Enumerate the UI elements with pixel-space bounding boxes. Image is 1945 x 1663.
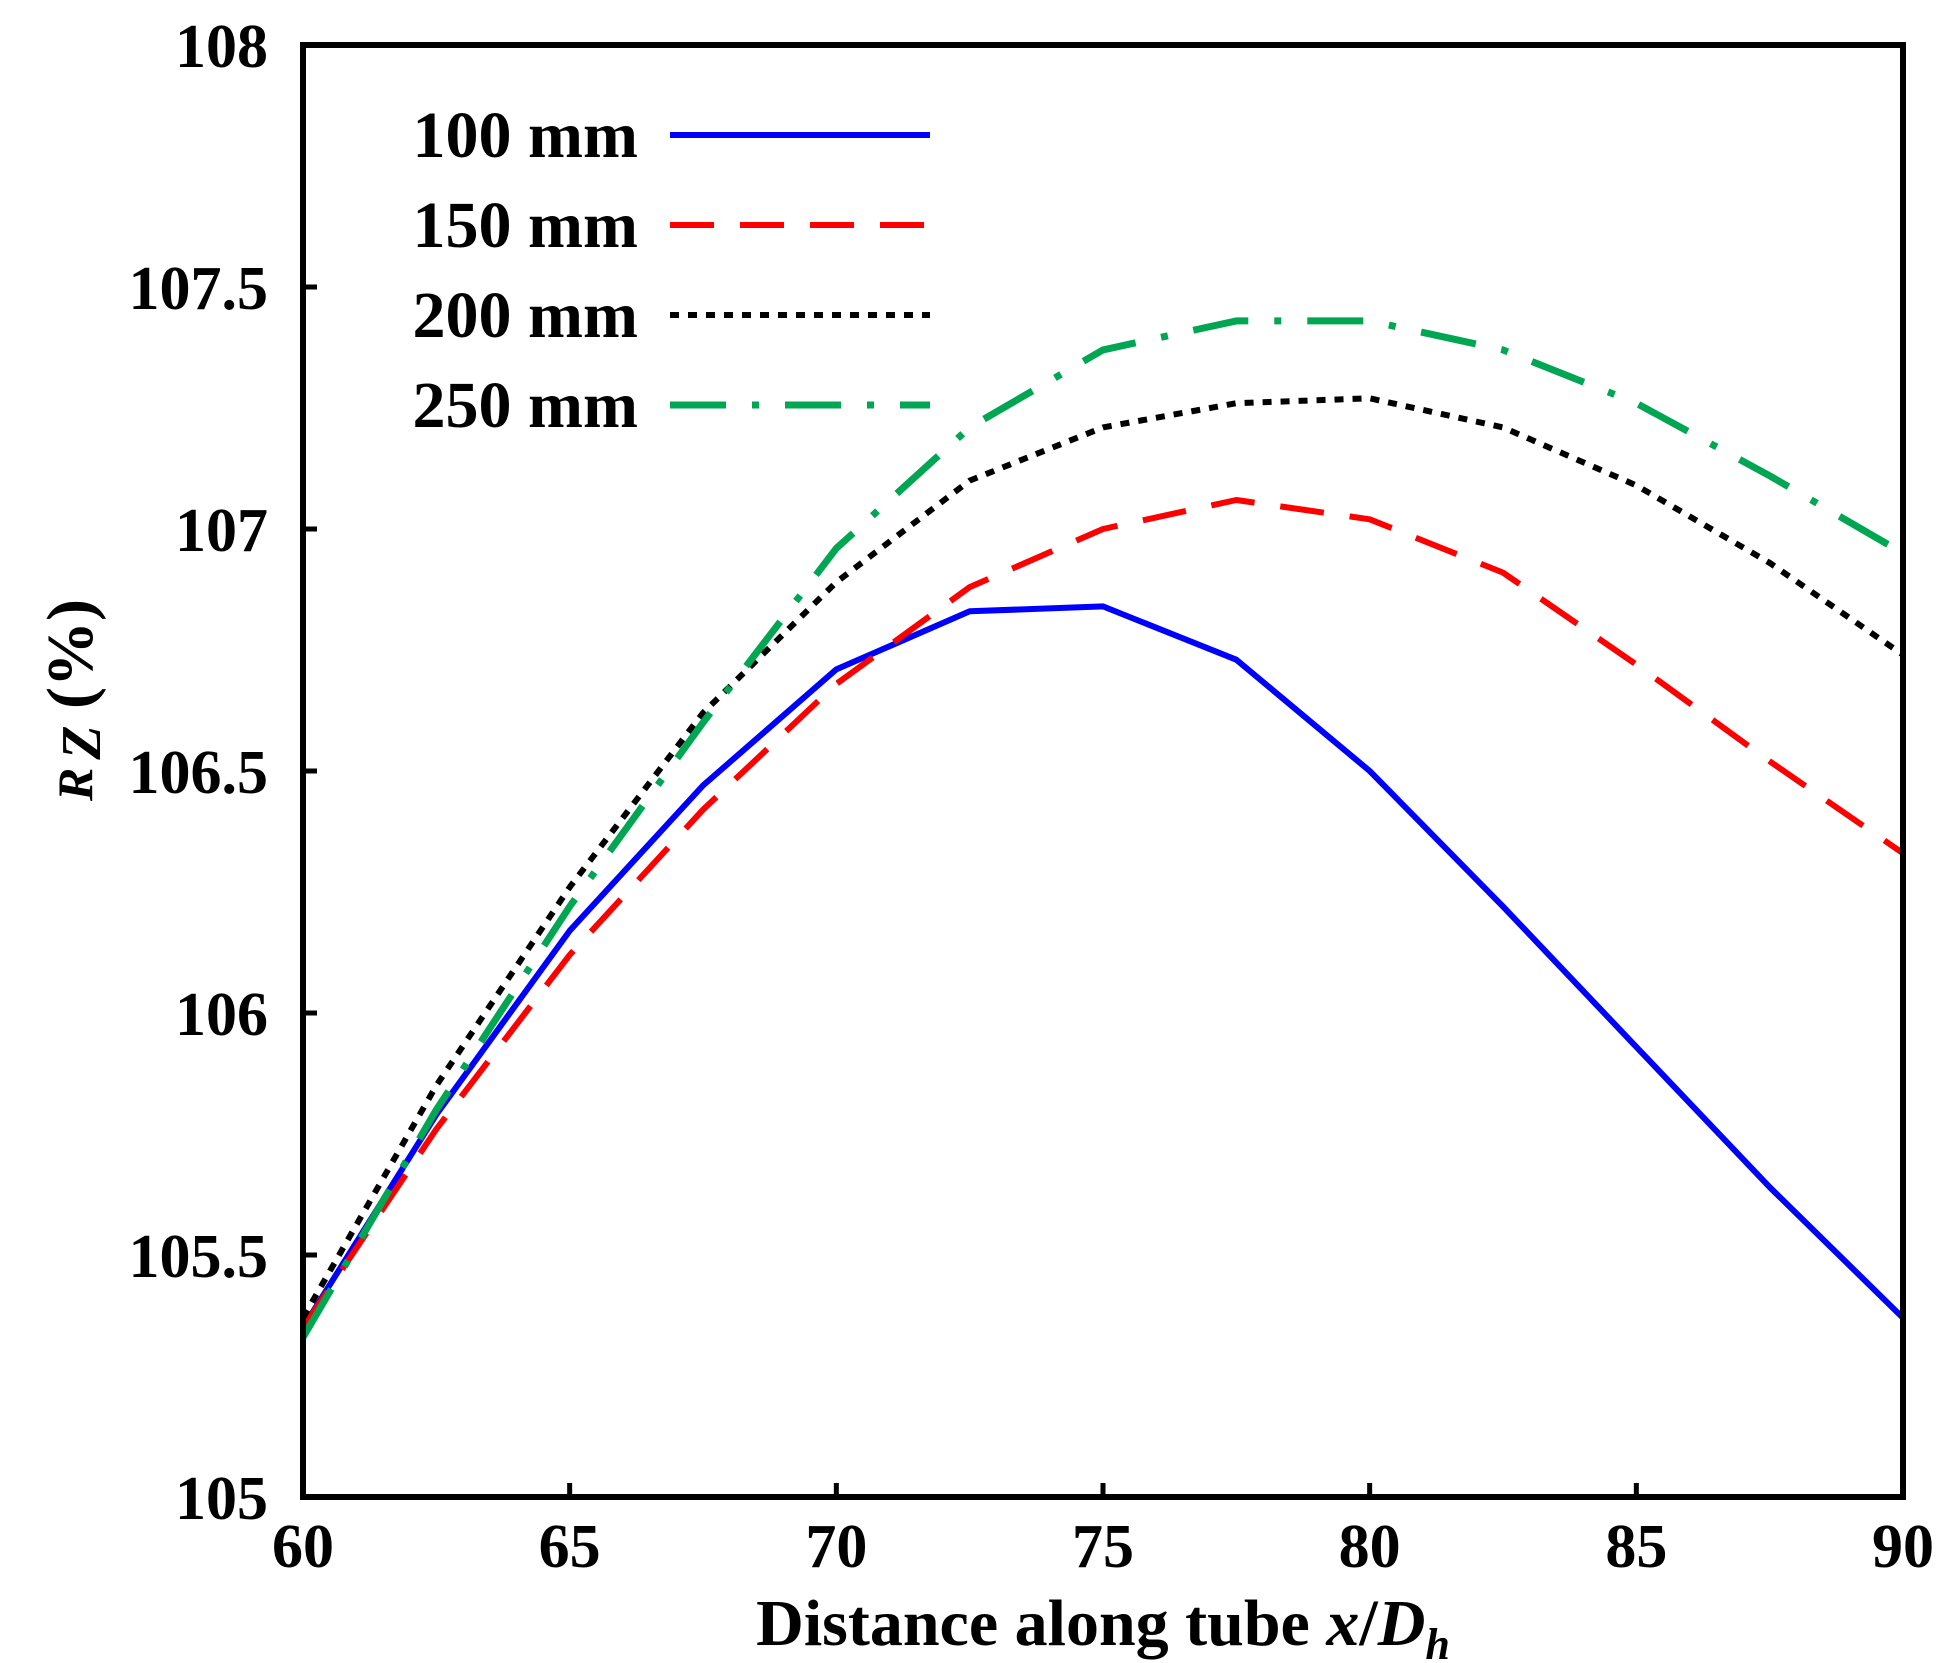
- y-tick-label: 105: [175, 1465, 268, 1533]
- y-tick-label: 107: [175, 497, 268, 565]
- legend-label-2: 150 mm: [413, 189, 638, 262]
- y-axis-title: RZ (%): [34, 599, 113, 802]
- y-tick-label: 108: [175, 13, 268, 81]
- y-tick-label: 106: [175, 981, 268, 1049]
- x-tick-label: 80: [1339, 1513, 1401, 1581]
- legend-label-1: 100 mm: [413, 99, 638, 172]
- legend-label-3: 200 mm: [413, 279, 638, 352]
- y-tick-label: 107.5: [129, 255, 269, 323]
- x-tick-label: 75: [1072, 1513, 1134, 1581]
- y-axis-title-z: Z: [51, 725, 113, 760]
- legend-label-4: 250 mm: [413, 369, 638, 442]
- plot-frame: [300, 42, 1906, 1500]
- legend: 100 mm 150 mm 200 mm 250 mm: [413, 99, 930, 442]
- axis-ticks: 60 65 70 75 80 85 90 105 105.5 106 106.5 107 107.5 10…: [129, 13, 1935, 1581]
- y-axis-title-r: R: [47, 768, 103, 802]
- x-axis-title-sub: h: [1425, 1620, 1449, 1663]
- series-line-1: [303, 603, 1903, 1330]
- x-axis-title-main: Distance along tube: [756, 1587, 1326, 1660]
- series-line-3: [303, 395, 1903, 1320]
- series-line-2: [303, 497, 1903, 1330]
- x-tick-label: 85: [1605, 1513, 1667, 1581]
- x-axis-title-d: D: [1377, 1587, 1426, 1660]
- x-tick-label: 90: [1872, 1513, 1934, 1581]
- series-line-4: [303, 317, 1903, 1340]
- y-tick-label: 105.5: [129, 1223, 269, 1291]
- x-tick-label: 60: [272, 1513, 334, 1581]
- x-axis-title-slash: /: [1358, 1587, 1379, 1660]
- y-tick-label: 106.5: [129, 739, 269, 807]
- y-axis-title-unit: (%): [34, 599, 107, 725]
- x-axis-title-var: x: [1325, 1587, 1359, 1660]
- x-axis-title: Distance along tube x/Dh: [756, 1587, 1450, 1663]
- x-tick-label: 65: [539, 1513, 601, 1581]
- x-tick-label: 70: [805, 1513, 867, 1581]
- series-layer: [303, 317, 1903, 1340]
